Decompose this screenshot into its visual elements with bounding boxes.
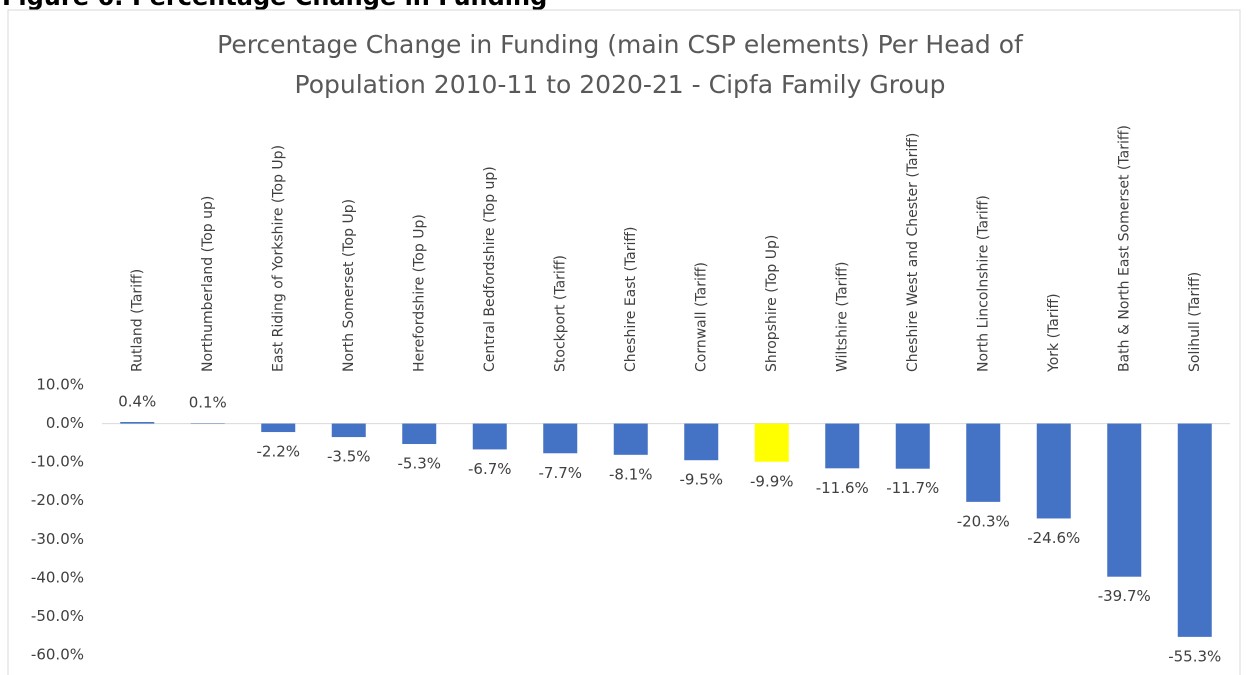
x-tick-label: Cornwall (Tariff) bbox=[693, 262, 709, 372]
bar bbox=[613, 423, 648, 455]
value-label: -2.2% bbox=[256, 443, 300, 461]
value-label: -7.7% bbox=[538, 464, 582, 482]
value-label: 0.4% bbox=[118, 393, 156, 411]
value-label: -8.1% bbox=[609, 465, 653, 483]
bar bbox=[120, 422, 155, 424]
bar bbox=[1036, 423, 1071, 519]
bar bbox=[543, 423, 578, 454]
bar bbox=[895, 423, 930, 469]
x-tick-label: Rutland (Tariff) bbox=[129, 269, 145, 372]
value-label: -11.7% bbox=[886, 479, 939, 497]
bar bbox=[1107, 423, 1142, 577]
bar bbox=[472, 423, 507, 450]
x-tick-label: Shropshire (Top Up) bbox=[764, 235, 780, 372]
bar bbox=[966, 423, 1001, 502]
figure-heading: Figure 6: Percentage Change in Funding bbox=[2, 0, 547, 11]
x-tick-label: Central Bedfordshire (Top up) bbox=[482, 166, 498, 372]
x-tick-label: Bath & North East Somerset (Tariff) bbox=[1116, 125, 1132, 372]
bar bbox=[684, 423, 719, 461]
y-tick-label: -10.0% bbox=[31, 453, 84, 471]
value-label: -11.6% bbox=[816, 479, 869, 497]
y-tick-label: -40.0% bbox=[31, 568, 84, 586]
x-tick-label: Stockport (Tariff) bbox=[552, 255, 568, 372]
value-label: 0.1% bbox=[189, 394, 227, 412]
bar bbox=[1177, 423, 1212, 637]
chart-border bbox=[7, 9, 1241, 675]
chart-title: Population 2010-11 to 2020-21 - Cipfa Fa… bbox=[295, 70, 946, 99]
value-label: -9.5% bbox=[679, 471, 723, 489]
value-label: -24.6% bbox=[1027, 529, 1080, 547]
bar bbox=[402, 423, 437, 445]
value-label: -3.5% bbox=[327, 448, 371, 466]
y-tick-label: 0.0% bbox=[46, 414, 84, 432]
bar bbox=[261, 423, 296, 433]
value-label: -20.3% bbox=[957, 512, 1010, 530]
value-label: -9.9% bbox=[750, 472, 794, 490]
x-tick-label: Wiltshire (Tariff) bbox=[834, 262, 850, 372]
x-tick-label: North Lincolnshire (Tariff) bbox=[975, 195, 991, 372]
value-label: -6.7% bbox=[468, 460, 512, 478]
x-tick-label: North Somerset (Top Up) bbox=[341, 199, 357, 372]
x-tick-label: East Riding of Yorkshire (Top Up) bbox=[270, 145, 286, 372]
value-label: -55.3% bbox=[1168, 647, 1221, 665]
x-tick-label: York (Tariff) bbox=[1046, 293, 1062, 373]
y-tick-label: -20.0% bbox=[31, 491, 84, 509]
x-tick-label: Northumberland (Top up) bbox=[200, 196, 216, 372]
bar bbox=[754, 423, 789, 462]
y-tick-label: -30.0% bbox=[31, 530, 84, 548]
value-label: -5.3% bbox=[397, 455, 441, 473]
value-label: -39.7% bbox=[1098, 587, 1151, 605]
y-tick-label: 10.0% bbox=[36, 376, 84, 394]
x-tick-label: Cheshire East (Tariff) bbox=[623, 226, 639, 372]
y-tick-label: -50.0% bbox=[31, 607, 84, 625]
bar bbox=[331, 423, 366, 438]
bar bbox=[825, 423, 860, 469]
x-tick-label: Herefordshire (Top Up) bbox=[411, 214, 427, 372]
x-tick-label: Solihull (Tariff) bbox=[1187, 272, 1203, 372]
y-tick-label: -60.0% bbox=[31, 646, 84, 664]
chart-title: Percentage Change in Funding (main CSP e… bbox=[217, 30, 1024, 59]
x-tick-label: Cheshire West and Chester (Tariff) bbox=[905, 133, 921, 372]
